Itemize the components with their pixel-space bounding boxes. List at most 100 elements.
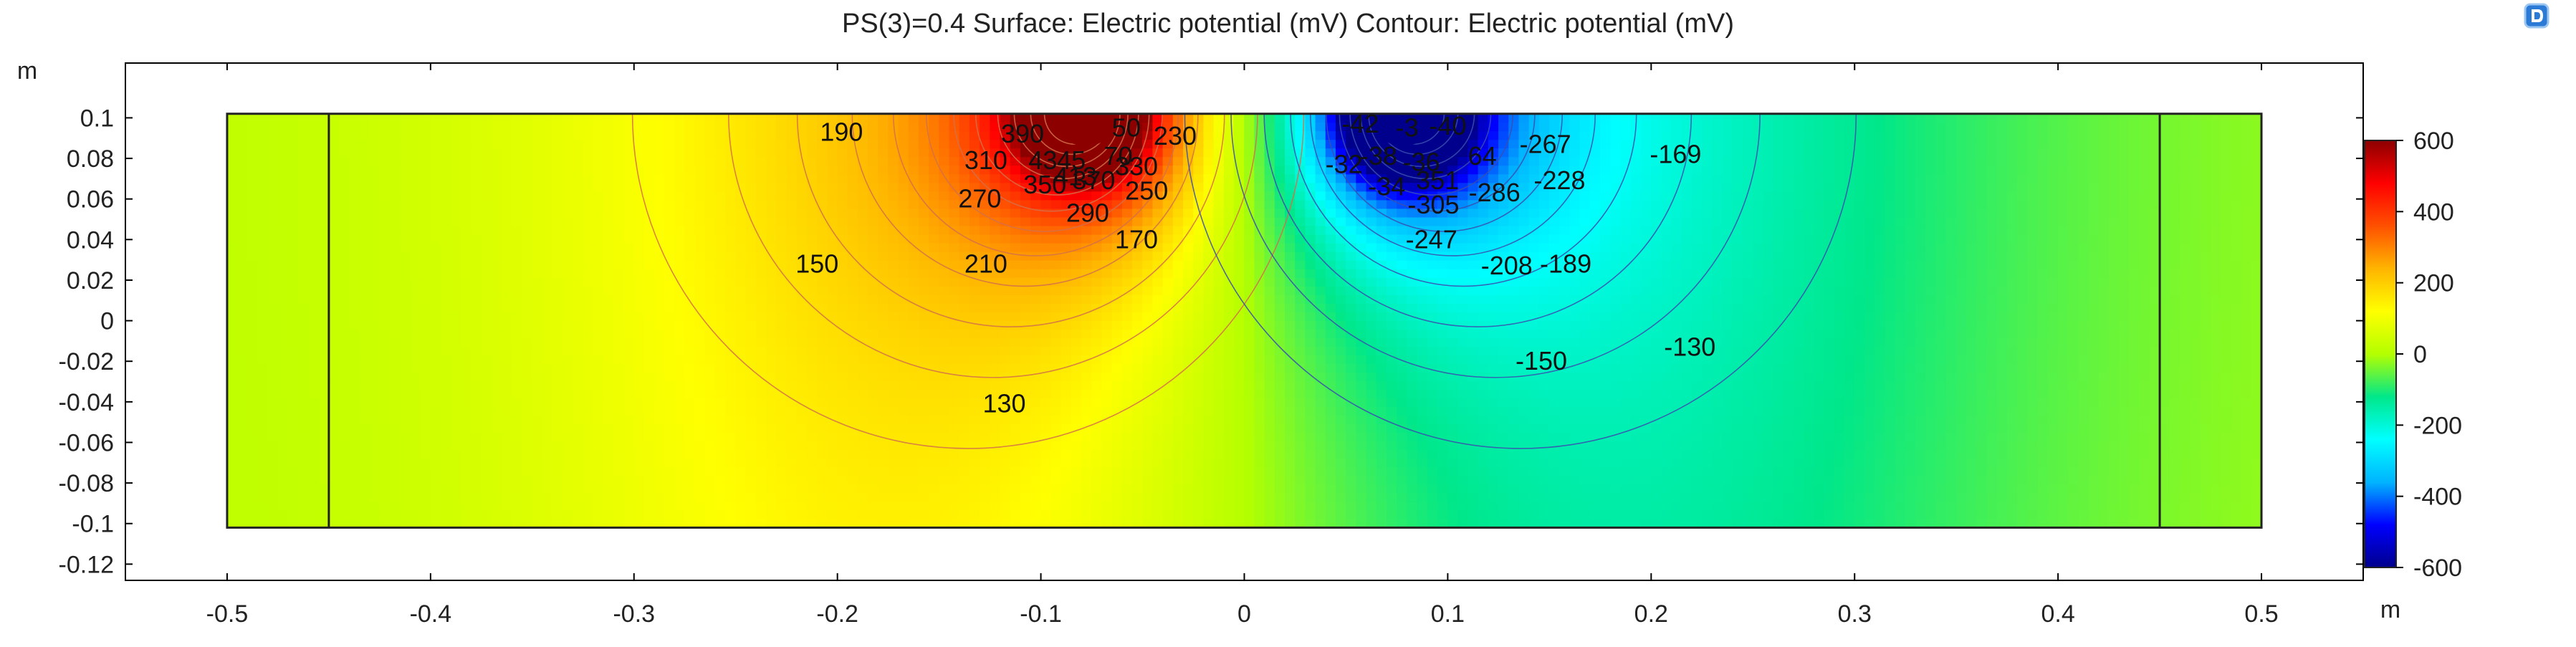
surface-cell (603, 450, 614, 459)
surface-cell (756, 217, 767, 226)
surface-cell (837, 191, 848, 201)
surface-cell (858, 450, 868, 459)
surface-cell (431, 200, 441, 209)
surface-cell (623, 320, 634, 330)
surface-cell (1275, 148, 1285, 158)
surface-cell (1010, 234, 1021, 244)
surface-cell (593, 363, 604, 373)
surface-cell (909, 502, 919, 511)
surface-cell (633, 484, 644, 494)
surface-cell (705, 459, 716, 468)
surface-cell (512, 337, 522, 347)
surface-cell (278, 337, 289, 347)
surface-cell (1214, 467, 1225, 476)
surface-cell (512, 467, 522, 476)
surface-cell (400, 209, 411, 218)
surface-cell (939, 131, 949, 140)
surface-cell (420, 329, 431, 338)
surface-cell (1000, 510, 1011, 519)
surface-cell (949, 320, 960, 330)
surface-cell (695, 286, 706, 295)
surface-cell (512, 209, 522, 218)
surface-cell (583, 209, 593, 218)
surface-cell (1193, 166, 1204, 175)
surface-cell (949, 510, 960, 519)
surface-cell (959, 519, 970, 528)
surface-cell (247, 407, 258, 416)
surface-cell (613, 372, 624, 381)
surface-cell (1173, 372, 1184, 381)
surface-cell (441, 234, 451, 244)
surface-cell (1050, 372, 1061, 381)
surface-cell (492, 131, 502, 140)
surface-cell (390, 131, 401, 140)
surface-cell (583, 234, 593, 244)
surface-cell (644, 363, 655, 373)
surface-cell (654, 450, 665, 459)
surface-cell (644, 337, 655, 347)
surface-cell (837, 459, 848, 468)
surface-cell (532, 148, 543, 158)
surface-cell (583, 424, 593, 433)
surface-cell (573, 467, 583, 476)
surface-cell (959, 355, 970, 364)
surface-cell (512, 510, 522, 519)
surface-cell (420, 157, 431, 166)
surface-cell (664, 519, 675, 528)
surface-cell (1275, 476, 1285, 485)
surface-cell (939, 467, 949, 476)
surface-cell (390, 303, 401, 312)
surface-cell (1000, 424, 1011, 433)
surface-cell (349, 123, 360, 132)
surface-cell (390, 269, 401, 278)
surface-cell (766, 226, 777, 235)
surface-cell (1112, 200, 1123, 209)
surface-cell (1275, 381, 1285, 390)
surface-cell (797, 277, 808, 287)
surface-cell (797, 140, 808, 149)
surface-cell (1234, 329, 1245, 338)
surface-cell (542, 148, 553, 158)
surface-cell (603, 148, 614, 158)
surface-cell (227, 502, 238, 511)
surface-cell (237, 320, 248, 330)
surface-cell (1214, 476, 1225, 485)
surface-cell (583, 355, 593, 364)
surface-cell (359, 390, 370, 399)
surface-cell (756, 502, 767, 511)
surface-cell (502, 157, 512, 166)
surface-cell (359, 123, 370, 132)
surface-cell (684, 269, 695, 278)
surface-cell (1163, 398, 1174, 408)
surface-cell (746, 243, 757, 252)
surface-cell (532, 183, 543, 192)
surface-cell (1061, 372, 1072, 381)
surface-cell (227, 183, 238, 192)
surface-cell (817, 329, 828, 338)
surface-cell (1122, 424, 1133, 433)
surface-cell (1193, 363, 1204, 373)
surface-cell (827, 450, 838, 459)
surface-cell (817, 424, 828, 433)
surface-cell (1132, 260, 1143, 269)
surface-cell (278, 251, 289, 261)
surface-cell (349, 416, 360, 425)
surface-cell (929, 269, 939, 278)
surface-cell (1275, 519, 1285, 528)
surface-cell (512, 286, 522, 295)
surface-cell (1132, 381, 1143, 390)
surface-cell (562, 355, 573, 364)
surface-cell (664, 157, 675, 166)
surface-cell (532, 277, 543, 287)
surface-cell (715, 416, 726, 425)
surface-cell (267, 157, 278, 166)
surface-cell (654, 286, 665, 295)
surface-cell (1203, 467, 1214, 476)
surface-cell (633, 372, 644, 381)
surface-cell (431, 157, 441, 166)
surface-cell (746, 191, 757, 201)
surface-cell (786, 312, 797, 321)
surface-cell (298, 131, 309, 140)
surface-cell (227, 140, 238, 149)
surface-cell (420, 355, 431, 364)
